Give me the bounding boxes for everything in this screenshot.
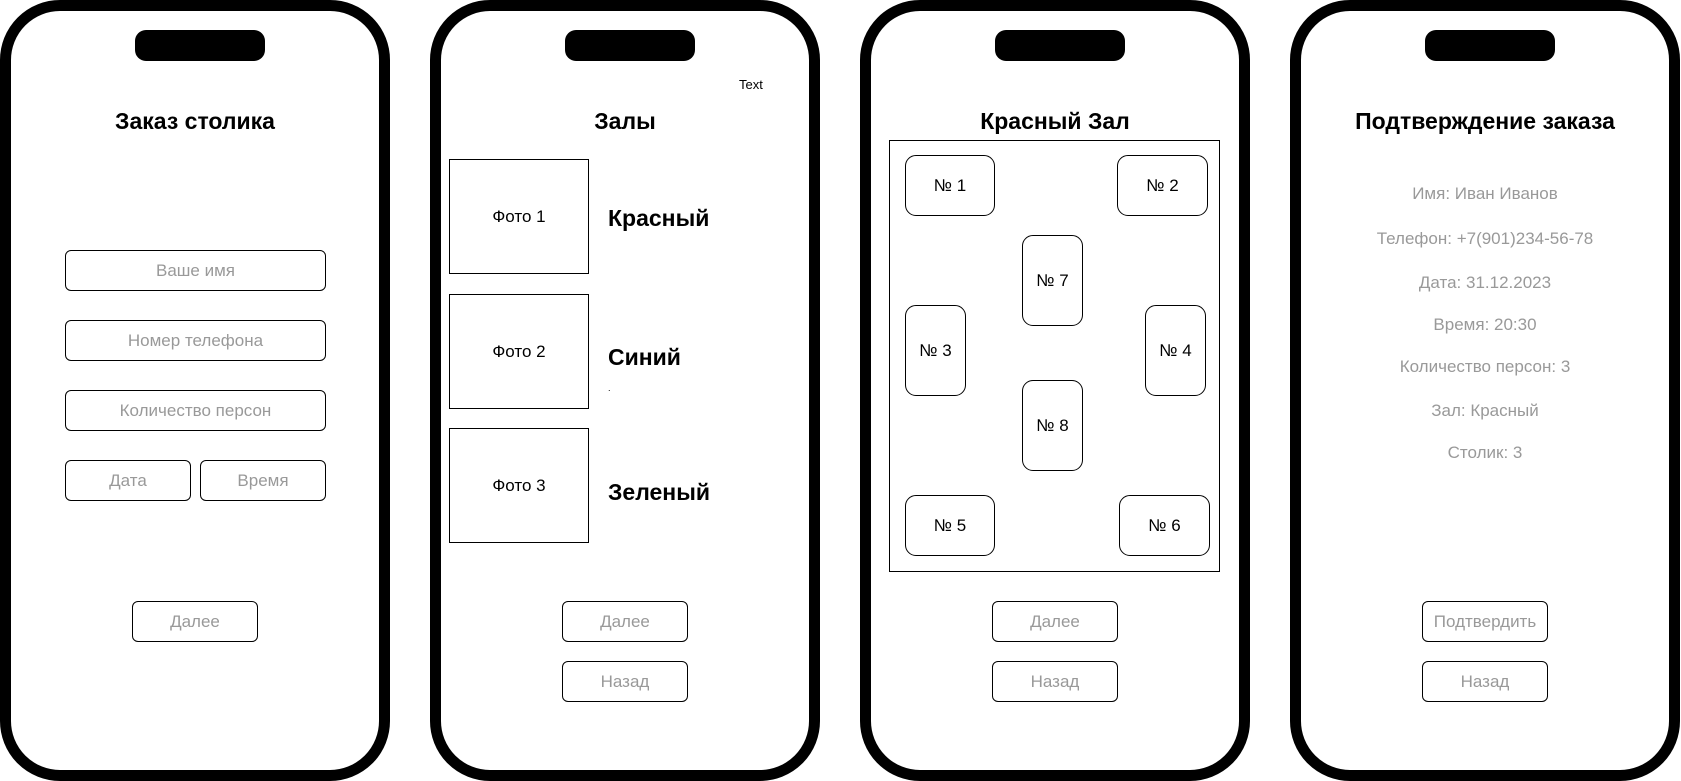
next-button[interactable]: Далее <box>992 601 1118 642</box>
phone-notch <box>135 30 265 61</box>
corner-text: Text <box>739 77 763 92</box>
back-button[interactable]: Назад <box>562 661 688 702</box>
next-button[interactable]: Далее <box>562 601 688 642</box>
phone-screen-halls: Text Залы Фото 1 Красный Фото 2 Синий . … <box>430 0 820 781</box>
table-1[interactable]: № 1 <box>905 155 995 216</box>
name-input[interactable]: Ваше имя <box>65 250 326 291</box>
hall-photo-3: Фото 3 <box>449 428 589 543</box>
next-button[interactable]: Далее <box>132 601 258 642</box>
info-persons: Количество персон: 3 <box>1399 357 1571 376</box>
info-time: Время: 20:30 <box>1433 315 1537 334</box>
table-6[interactable]: № 6 <box>1119 495 1210 556</box>
screen-title: Заказ столика <box>115 108 275 134</box>
back-button[interactable]: Назад <box>992 661 1118 702</box>
hall-photo-2: Фото 2 <box>449 294 589 409</box>
hall-name-red[interactable]: Красный <box>608 205 710 231</box>
phone-screen-confirmation: Подтверждение заказа Имя: Иван Иванов Те… <box>1290 0 1680 781</box>
phone-input[interactable]: Номер телефона <box>65 320 326 361</box>
hall-name-green[interactable]: Зеленый <box>608 479 710 505</box>
hall-floor-plan <box>889 140 1220 572</box>
hall-photo-1: Фото 1 <box>449 159 589 274</box>
phone-notch <box>1425 30 1555 61</box>
info-phone: Телефон: +7(901)234-56-78 <box>1376 229 1594 248</box>
phone-notch <box>565 30 695 61</box>
table-2[interactable]: № 2 <box>1117 155 1208 216</box>
table-4[interactable]: № 4 <box>1145 305 1206 396</box>
table-3[interactable]: № 3 <box>905 305 966 396</box>
info-table: Столик: 3 <box>1447 443 1523 462</box>
phone-notch <box>995 30 1125 61</box>
screen-title: Красный Зал <box>980 108 1130 134</box>
time-input[interactable]: Время <box>200 460 326 501</box>
phone-screen-order: Заказ столика Ваше имя Номер телефона Ко… <box>0 0 390 781</box>
date-input[interactable]: Дата <box>65 460 191 501</box>
table-5[interactable]: № 5 <box>905 495 995 556</box>
info-name: Имя: Иван Иванов <box>1412 184 1558 203</box>
stray-mark: . <box>608 383 611 393</box>
hall-name-blue[interactable]: Синий <box>608 344 681 370</box>
phone-screen-hall-map: Красный Зал № 1 № 2 № 7 № 3 № 4 № 8 № 5 … <box>860 0 1250 781</box>
back-button[interactable]: Назад <box>1422 661 1548 702</box>
screen-title: Залы <box>594 108 656 134</box>
info-date: Дата: 31.12.2023 <box>1418 273 1552 292</box>
confirm-button[interactable]: Подтвердить <box>1422 601 1548 642</box>
persons-input[interactable]: Количество персон <box>65 390 326 431</box>
table-8[interactable]: № 8 <box>1022 380 1083 471</box>
screen-title: Подтверждение заказа <box>1355 108 1615 134</box>
info-hall: Зал: Красный <box>1431 401 1539 420</box>
table-7[interactable]: № 7 <box>1022 235 1083 326</box>
